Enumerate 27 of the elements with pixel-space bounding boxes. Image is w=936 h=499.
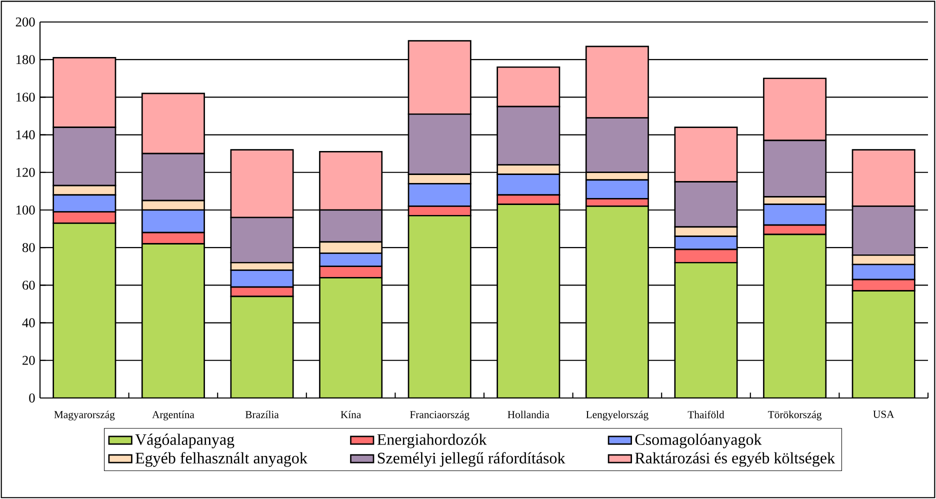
legend-label: Egyéb felhasznált anyagok: [136, 452, 308, 467]
y-tick-label: 140: [16, 130, 35, 140]
y-tick-label: 100: [16, 205, 35, 214]
legend-label: Vágóalapanyag: [135, 434, 234, 448]
y-tick-label: 200: [16, 17, 35, 26]
y-tick-label: 80: [22, 243, 35, 252]
legend-label: Csomagolóanyagok: [635, 434, 762, 448]
y-tick-label: 40: [22, 318, 35, 328]
x-tick-label: Hollandia: [508, 410, 550, 418]
x-tick-label: Brazília: [245, 410, 279, 418]
y-tick-label: 20: [22, 356, 35, 365]
x-tick-label: Magyarország: [54, 410, 115, 420]
legend-label: Személyi jellegű ráfordítások: [378, 452, 566, 467]
y-tick-label: 0: [29, 393, 35, 402]
legend-label: Raktározási és egyéb költségek: [635, 452, 836, 467]
x-tick-label: Franciaország: [410, 410, 470, 420]
x-tick-label: Törökország: [768, 410, 822, 420]
x-tick-label: Kína: [340, 410, 362, 418]
legend-label: Energiahordozók: [377, 434, 487, 448]
y-tick-label: 60: [22, 280, 35, 290]
x-tick-label: USA: [873, 410, 894, 418]
y-tick-label: 120: [16, 168, 35, 177]
x-tick-label: Argentína: [152, 410, 194, 420]
x-tick-label: Lengyelország: [586, 410, 648, 420]
y-tick-label: 160: [16, 92, 35, 102]
y-tick-label: 180: [16, 55, 35, 64]
x-tick-label: Thaiföld: [688, 410, 724, 418]
